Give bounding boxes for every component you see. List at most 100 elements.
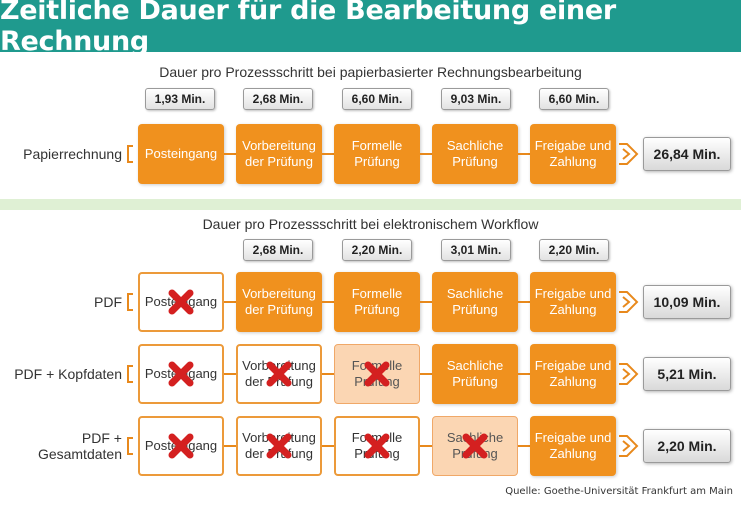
step-connector	[224, 153, 236, 155]
step-label: Sachliche Prüfung	[447, 358, 503, 390]
time-label-sachliche: 9,03 Min.	[441, 88, 511, 110]
red-cross-icon	[266, 433, 292, 459]
step-label-line2: Prüfung	[452, 302, 498, 317]
step-label-line1: Formelle	[351, 358, 403, 373]
row-bracket	[127, 365, 133, 383]
step-label-line1: Freigabe und	[534, 358, 612, 373]
step-label: Formelle Prüfung	[352, 138, 403, 170]
step-sachliche: Sachliche Prüfung	[432, 344, 518, 404]
arrow-right-icon	[619, 291, 639, 313]
time-label-vorbereitung: 2,68 Min.	[243, 88, 313, 110]
step-posteingang: Posteingang	[138, 344, 224, 404]
step-formelle: Formelle Prüfung	[334, 124, 420, 184]
step-connector	[224, 301, 236, 303]
step-sachliche: Sachliche Prüfung	[432, 416, 518, 476]
step-freigabe: Freigabe und Zahlung	[530, 272, 616, 332]
row-label: PDF + Gesamtdaten	[37, 430, 122, 462]
red-cross-icon	[266, 361, 292, 387]
step-connector	[518, 301, 530, 303]
row-label: Papierrechnung	[23, 146, 122, 162]
total-time: 5,21 Min.	[643, 357, 731, 391]
step-label-line1: Formelle	[351, 430, 403, 445]
step-connector	[518, 373, 530, 375]
time-label-vorbereitung: 2,68 Min.	[243, 239, 313, 261]
step-label: Vorbereitung der Prüfung	[242, 430, 316, 462]
red-cross-icon	[168, 433, 194, 459]
step-vorbereitung: Vorbereitung der Prüfung	[236, 416, 322, 476]
step-freigabe: Freigabe und Zahlung	[530, 344, 616, 404]
step-label: Freigabe und Zahlung	[535, 138, 612, 170]
red-cross-icon	[462, 433, 488, 459]
arrow-right-icon	[619, 435, 639, 457]
step-label-line1: Vorbereitung	[242, 138, 316, 153]
step-label-line2: der Prüfung	[245, 154, 313, 169]
step-label-line1: Vorbereitung	[242, 286, 316, 301]
step-label: Freigabe und Zahlung	[535, 286, 612, 318]
step-vorbereitung: Vorbereitung der Prüfung	[236, 344, 322, 404]
red-cross-icon	[168, 289, 194, 315]
step-formelle: Formelle Prüfung	[334, 416, 420, 476]
step-label: Formelle Prüfung	[352, 286, 403, 318]
step-label: Vorbereitung der Prüfung	[242, 138, 316, 170]
step-connector	[420, 445, 432, 447]
step-label-line1: Sachliche	[446, 286, 504, 301]
step-connector	[518, 445, 530, 447]
step-label-line2: Prüfung	[354, 154, 400, 169]
step-posteingang: Posteingang	[138, 416, 224, 476]
step-label: Sachliche Prüfung	[447, 286, 503, 318]
step-label-line1: Freigabe und	[534, 286, 612, 301]
step-connector	[518, 153, 530, 155]
step-connector	[420, 153, 432, 155]
step-label: Sachliche Prüfung	[447, 138, 503, 170]
red-cross-icon	[168, 361, 194, 387]
step-label-line2: Prüfung	[452, 154, 498, 169]
step-label-line2: Zahlung	[549, 302, 597, 317]
step-connector	[420, 301, 432, 303]
step-label: Vorbereitung der Prüfung	[242, 358, 316, 390]
row-bracket	[127, 293, 133, 311]
time-label-freigabe: 2,20 Min.	[539, 239, 609, 261]
step-connector	[322, 373, 334, 375]
section-separator	[0, 199, 741, 210]
step-label: Freigabe und Zahlung	[535, 358, 612, 390]
row-bracket	[127, 437, 133, 455]
step-vorbereitung: Vorbereitung der Prüfung	[236, 272, 322, 332]
step-label-line1: Freigabe und	[534, 430, 612, 445]
step-label-line1: Formelle	[351, 138, 403, 153]
step-label: Freigabe und Zahlung	[535, 430, 612, 462]
step-label: Vorbereitung der Prüfung	[242, 286, 316, 318]
red-cross-icon	[364, 361, 390, 387]
step-posteingang: Posteingang	[138, 124, 224, 184]
step-label-line2: der Prüfung	[245, 302, 313, 317]
step-label-line1: Vorbereitung	[242, 430, 316, 445]
step-formelle: Formelle Prüfung	[334, 344, 420, 404]
time-label-sachliche: 3,01 Min.	[441, 239, 511, 261]
step-label-line2: Prüfung	[452, 374, 498, 389]
step-freigabe: Freigabe und Zahlung	[530, 416, 616, 476]
step-connector	[224, 445, 236, 447]
step-label-line2: Prüfung	[354, 302, 400, 317]
step-label-line2: der Prüfung	[245, 446, 313, 461]
step-formelle: Formelle Prüfung	[334, 272, 420, 332]
step-connector	[322, 301, 334, 303]
row-label: PDF + Kopfdaten	[14, 366, 122, 382]
time-label-formelle: 6,60 Min.	[342, 88, 412, 110]
step-label-line1: Freigabe und	[534, 138, 612, 153]
time-label-formelle: 2,20 Min.	[342, 239, 412, 261]
step-label-line2: Zahlung	[549, 446, 597, 461]
row-label: PDF	[94, 294, 122, 310]
step-label-line2: Zahlung	[549, 154, 597, 169]
step-label-line1: Sachliche	[446, 358, 504, 373]
step-label-line1: Sachliche	[446, 138, 504, 153]
arrow-right-icon	[619, 363, 639, 385]
red-cross-icon	[364, 433, 390, 459]
total-time: 10,09 Min.	[643, 285, 731, 319]
step-connector	[224, 373, 236, 375]
step-freigabe: Freigabe und Zahlung	[530, 124, 616, 184]
step-sachliche: Sachliche Prüfung	[432, 124, 518, 184]
step-label-line1: Vorbereitung	[242, 358, 316, 373]
time-label-posteingang: 1,93 Min.	[145, 88, 215, 110]
row-bracket	[127, 145, 133, 163]
step-label-line1: Formelle	[351, 286, 403, 301]
total-time: 2,20 Min.	[643, 429, 731, 463]
